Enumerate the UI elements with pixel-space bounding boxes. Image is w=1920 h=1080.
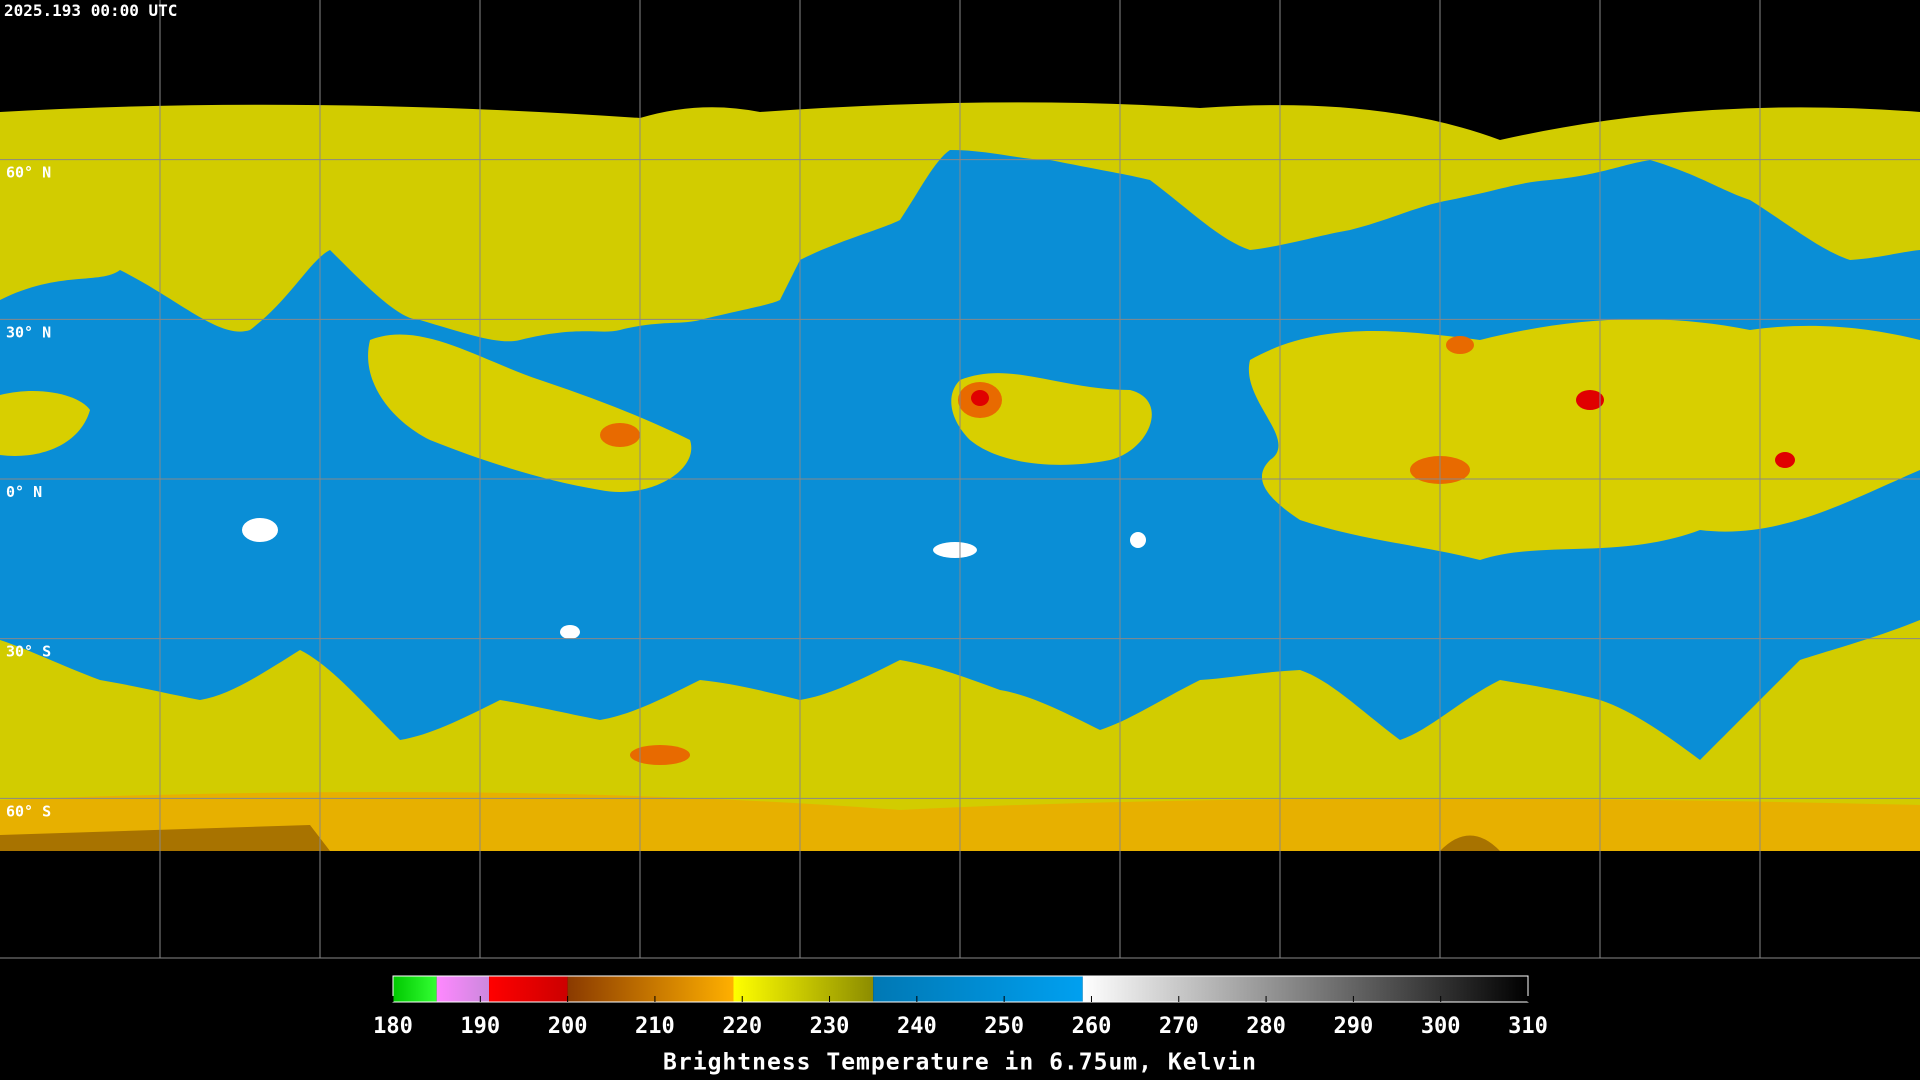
colorbar-tick-label: 300 — [1421, 1014, 1461, 1039]
colorbar-tick-label: 290 — [1334, 1014, 1374, 1039]
colorbar-tick-label: 200 — [548, 1014, 588, 1039]
latitude-label: 60° N — [6, 164, 51, 182]
colorbar-segment — [733, 976, 874, 1002]
tropical-moisture — [0, 390, 90, 456]
dry-spot — [933, 542, 977, 558]
colorbar-tick-label: 270 — [1159, 1014, 1199, 1039]
colorbar-frame — [392, 975, 1529, 1003]
latitude-label: 30° N — [6, 323, 51, 341]
colorbar-tick-label: 260 — [1072, 1014, 1112, 1039]
colorbar-tick-label: 230 — [810, 1014, 850, 1039]
colorbar-tick-label: 190 — [460, 1014, 500, 1039]
colorbar-segment — [489, 976, 568, 1002]
convection — [600, 423, 640, 447]
colorbar-label: Brightness Temperature in 6.75um, Kelvin — [663, 1050, 1257, 1076]
colorbar-tick-label: 240 — [897, 1014, 937, 1039]
latitude-label: 30° S — [6, 643, 51, 661]
tropical-moisture — [368, 334, 692, 492]
convection — [1775, 452, 1795, 468]
latitude-label: 60° S — [6, 802, 51, 820]
colorbar-tick-label: 250 — [984, 1014, 1024, 1039]
convection — [1446, 336, 1474, 354]
colorbar-tick-label: 310 — [1508, 1014, 1548, 1039]
colorbar-segment — [873, 976, 1083, 1002]
colorbar-segment — [1082, 976, 1528, 1002]
dry-spot — [560, 625, 580, 639]
colorbar-tick-label: 280 — [1246, 1014, 1286, 1039]
colorbar-tick-label: 220 — [722, 1014, 762, 1039]
tropical-moisture — [1248, 319, 1920, 560]
dry-spot — [1130, 532, 1146, 548]
colorbar-segment — [436, 976, 490, 1002]
convection — [1576, 390, 1604, 410]
colorbar-tick-label: 180 — [373, 1014, 413, 1039]
latitude-label: 0° N — [6, 483, 42, 501]
colorbar-segment — [393, 976, 437, 1002]
convection — [630, 745, 690, 765]
colorbar-tick-label: 210 — [635, 1014, 675, 1039]
timestamp: 2025.193 00:00 UTC — [4, 1, 177, 20]
convection — [971, 390, 989, 406]
dry-spot — [242, 518, 278, 542]
colorbar-segment — [567, 976, 734, 1002]
